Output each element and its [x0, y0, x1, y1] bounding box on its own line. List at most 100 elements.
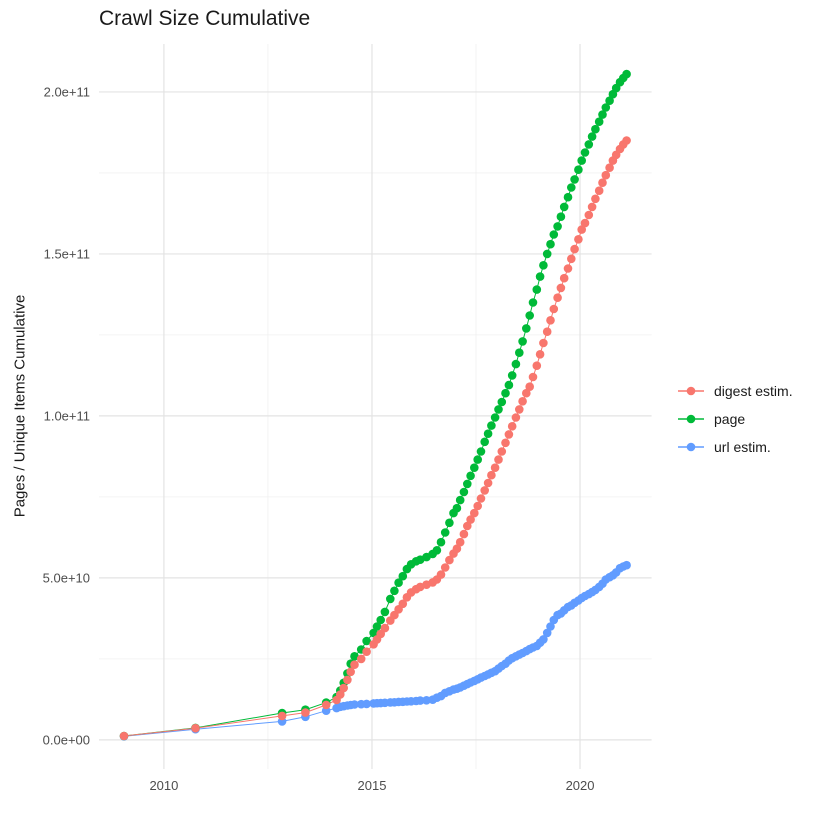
y-tick-label: 2.0e+11 — [44, 84, 90, 99]
data-point-digestestim — [528, 372, 538, 382]
data-point-digestestim — [343, 675, 352, 685]
chart-title: Crawl Size Cumulative — [99, 7, 311, 30]
data-point-urlestim — [422, 696, 431, 705]
data-point-digestestim — [574, 235, 583, 244]
data-point-digestestim — [587, 202, 597, 212]
data-point-urlestim — [539, 635, 548, 644]
data-point-digestestim — [466, 515, 475, 524]
data-point-digestestim — [339, 683, 349, 693]
data-point-page — [452, 503, 462, 513]
data-point-digestestim — [542, 327, 552, 337]
data-point-page — [362, 636, 371, 646]
legend-item: digest estim. — [676, 381, 793, 401]
data-point-page — [466, 471, 475, 481]
data-point-urlestim — [622, 560, 631, 570]
data-point-digestestim — [577, 225, 586, 234]
data-point-page — [463, 479, 472, 489]
data-point-digestestim — [522, 388, 531, 398]
data-point-page — [386, 594, 395, 604]
data-point-digestestim — [584, 210, 594, 220]
data-point-digestestim — [440, 563, 450, 572]
data-point-digestestim — [356, 654, 366, 664]
legend-item-label: page — [714, 411, 746, 427]
data-point-page — [522, 324, 531, 333]
data-point-page — [594, 117, 604, 126]
data-point-page — [546, 239, 555, 249]
data-point-digestestim — [490, 463, 500, 473]
series-line-urlestim — [123, 564, 627, 737]
data-point-page — [372, 622, 382, 631]
data-point-digestestim — [622, 136, 631, 145]
data-point-digestestim — [398, 599, 408, 609]
data-point-digestestim — [501, 438, 510, 448]
data-point-digestestim — [470, 508, 479, 518]
data-point-digestestim — [553, 293, 562, 303]
legend-item-label: digest estim. — [714, 383, 793, 399]
data-point-digestestim — [494, 455, 503, 464]
data-point-digestestim — [594, 186, 604, 195]
data-point-page — [497, 397, 507, 407]
data-point-digestestim — [507, 422, 517, 431]
data-point-page — [445, 518, 454, 528]
data-point-digestestim — [452, 544, 462, 553]
legend-item: page — [676, 409, 793, 429]
data-point-page — [567, 183, 576, 192]
legend-item-label: url estim. — [714, 439, 771, 455]
data-point-page — [574, 165, 583, 174]
data-point-digestestim — [455, 537, 465, 547]
data-point-page — [577, 156, 586, 165]
data-point-digestestim — [463, 521, 472, 531]
data-point-digestestim — [570, 244, 579, 254]
data-point-digestestim — [459, 529, 469, 539]
data-point-digestestim — [546, 316, 555, 325]
data-point-page — [480, 437, 490, 447]
data-point-digestestim — [605, 163, 614, 172]
data-point-digestestim — [556, 283, 566, 293]
data-point-page — [376, 615, 386, 625]
data-point-page — [483, 429, 493, 439]
data-point-page — [539, 261, 548, 270]
data-point-page — [535, 272, 545, 281]
data-point-page — [501, 388, 510, 398]
legend-key-icon — [678, 414, 704, 424]
data-point-page — [515, 348, 524, 358]
data-point-page — [584, 140, 594, 149]
data-point-digestestim — [559, 273, 569, 283]
data-point-digestestim — [601, 170, 611, 180]
data-point-digestestim — [350, 660, 359, 669]
data-point-page — [473, 455, 483, 464]
data-point-digestestim — [277, 711, 287, 721]
data-point-digestestim — [321, 700, 331, 710]
data-point-digestestim — [346, 667, 356, 677]
data-point-page — [549, 230, 559, 239]
data-point-digestestim — [518, 397, 527, 406]
data-point-page — [487, 421, 496, 430]
y-tick-label: 1.5e+11 — [44, 246, 90, 261]
data-point-page — [476, 447, 486, 456]
data-point-page — [507, 371, 517, 380]
data-point-page — [518, 337, 527, 346]
legend-key-icon — [678, 442, 704, 452]
data-point-digestestim — [497, 447, 507, 456]
data-point-page — [542, 249, 552, 259]
data-point-page — [528, 298, 538, 307]
data-point-urlestim — [415, 696, 425, 705]
legend: digest estim. page url estim. — [676, 381, 793, 457]
data-point-page — [587, 132, 597, 141]
data-point-page — [432, 546, 442, 555]
data-point-digestestim — [511, 413, 521, 422]
data-point-digestestim — [598, 178, 607, 187]
x-tick-label: 2020 — [566, 778, 595, 793]
data-point-page — [591, 124, 600, 134]
data-point-page — [350, 652, 359, 661]
legend-key-icon — [678, 386, 704, 396]
data-point-page — [559, 202, 569, 212]
data-point-page — [532, 285, 542, 294]
y-tick-label: 5.0e+10 — [43, 570, 90, 585]
x-tick-label: 2010 — [149, 778, 178, 793]
data-point-digestestim — [483, 478, 493, 488]
data-point-digestestim — [362, 647, 371, 656]
data-point-digestestim — [535, 350, 545, 359]
data-point-page — [601, 103, 611, 112]
